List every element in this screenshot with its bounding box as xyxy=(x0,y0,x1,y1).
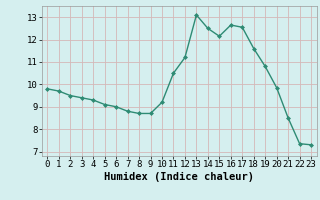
X-axis label: Humidex (Indice chaleur): Humidex (Indice chaleur) xyxy=(104,172,254,182)
